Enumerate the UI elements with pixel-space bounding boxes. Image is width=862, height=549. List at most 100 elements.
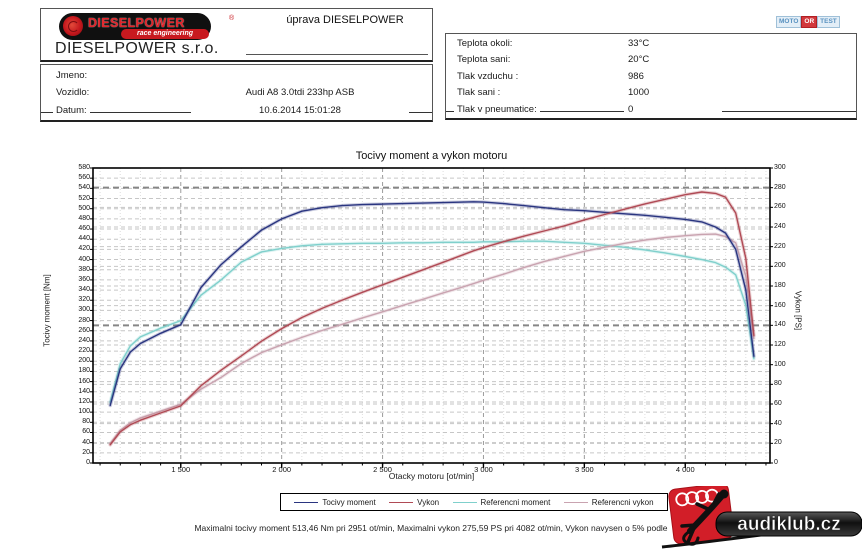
y-right-tick-260: 260: [774, 203, 786, 211]
legend-entry-referencni-vykon: Referencni vykon: [563, 497, 654, 507]
y-left-tick-140: 140: [78, 387, 90, 395]
y-left-tick-400: 400: [78, 255, 90, 263]
y-left-tick-60: 60: [82, 428, 90, 436]
mototest-badge-left: MOTO: [776, 16, 802, 28]
label-vozidlo: Vozidlo:: [53, 87, 93, 98]
row-tlak-sani: Tlak sani : 1000: [446, 87, 856, 100]
chart-legend: Tocivy moment Vykon Referencni moment Re…: [280, 493, 668, 511]
label-datum: Datum:: [53, 105, 90, 116]
legend-label-referencni-vykon: Referencni vykon: [591, 497, 654, 507]
audiklub-banner: [715, 511, 862, 537]
summary-text: Maximalni tocivy moment 513,46 Nm pri 29…: [194, 523, 668, 533]
y-left-tick-240: 240: [78, 336, 90, 344]
y-right-tick-100: 100: [774, 360, 786, 368]
x-tick-3500: 3 500: [574, 465, 594, 474]
y-right-tick-0: 0: [774, 459, 778, 466]
y-right-tick-280: 280: [774, 183, 786, 191]
y-left-tick-200: 200: [78, 357, 90, 365]
row-vozidlo: Vozidlo: Audi A8 3.0tdi 233hp ASB: [41, 87, 432, 100]
audiklub-logo: audiklub.cz: [661, 486, 862, 549]
value-tlak-sani: 1000: [624, 87, 722, 98]
brand-box: DIESELPOWER race engineering ® DIESELPOW…: [40, 8, 433, 62]
y-left-tick-340: 340: [78, 286, 90, 294]
dieselpower-logo: DIESELPOWER race engineering ®: [59, 13, 234, 40]
row-datum: Datum: 10.6.2014 15:01:28: [41, 105, 432, 118]
legend-line-referencni-moment: [452, 501, 477, 503]
y-left-tick-220: 220: [78, 347, 90, 355]
x-axis-label: Otacky motoru [ot/min]: [388, 471, 475, 481]
label-teplota-sani: Teplota sani:: [454, 54, 514, 65]
y-right-tick-240: 240: [774, 223, 786, 230]
label-tlak-vzduchu: Tlak vzduchu :: [454, 71, 522, 82]
legend-line-tocivy-moment: [294, 501, 319, 503]
row-tlak-vzduchu: Tlak vzduchu : 986: [446, 71, 856, 84]
y-left-tick-440: 440: [78, 235, 90, 243]
value-vozidlo: Audi A8 3.0tdi 233hp ASB: [191, 87, 409, 98]
y-left-tick-180: 180: [78, 367, 90, 375]
y-axis-label-left: Tocivy moment [Nm]: [42, 274, 52, 347]
value-teplota-sani: 20°C: [624, 54, 722, 65]
y-left-tick-580: 580: [78, 164, 90, 171]
mototest-badge: MOTO OR TEST: [776, 16, 840, 28]
y-left-tick-540: 540: [78, 184, 90, 192]
y-left-tick-460: 460: [78, 225, 90, 233]
x-tick-2500: 2 500: [373, 465, 392, 474]
legend-label-tocivy-moment: Tocivy moment: [322, 497, 376, 507]
legend-entry-tocivy-moment: Tocivy moment: [294, 497, 376, 507]
chart-title: Tocivy moment a vykon motoru: [355, 150, 508, 162]
value-tlak-vzduchu: 986: [624, 71, 722, 82]
value-teplota-okoli: 33°C: [624, 38, 722, 49]
y-right-tick-200: 200: [774, 262, 786, 270]
label-teplota-okoli: Teplota okoli:: [454, 38, 516, 49]
row-jmeno: Jmeno:: [41, 70, 432, 83]
tuning-note: úprava DIESELPOWER: [286, 14, 404, 26]
y-left-tick-120: 120: [78, 397, 90, 405]
row-teplota-okoli: Teplota okoli: 33°C: [446, 38, 856, 51]
logo-subtitle: race engineering: [121, 29, 209, 39]
y-left-tick-480: 480: [78, 214, 90, 222]
y-left-tick-560: 560: [78, 174, 90, 182]
x-tick-4000: 4 000: [675, 465, 695, 474]
y-left-tick-280: 280: [78, 316, 90, 324]
vehicle-info-box: Jmeno: Vozidlo: Audi A8 3.0tdi 233hp ASB…: [40, 64, 433, 122]
y-left-tick-420: 420: [78, 245, 90, 253]
y-left-tick-80: 80: [82, 418, 90, 426]
y-right-tick-80: 80: [774, 380, 782, 388]
logo-brand-text: DIESELPOWER: [88, 16, 185, 30]
y-right-tick-140: 140: [774, 321, 786, 329]
legend-line-referencni-vykon: [563, 501, 588, 503]
legend-line-vykon: [389, 501, 414, 503]
value-datum: 10.6.2014 15:01:28: [191, 105, 409, 116]
row-teplota-sani: Teplota sani: 20°C: [446, 54, 856, 67]
y-right-tick-20: 20: [774, 439, 782, 447]
row-tlak-pneumatice: Tlak v pneumatice: 0: [446, 104, 856, 117]
x-tick-2000: 2 000: [272, 465, 292, 474]
mototest-badge-right: TEST: [817, 16, 840, 28]
y-left-tick-500: 500: [78, 204, 90, 212]
y-left-tick-300: 300: [78, 306, 90, 314]
legend-label-referencni-moment: Referencni moment: [480, 497, 551, 507]
legend-entry-referencni-moment: Referencni moment: [452, 497, 551, 507]
label-tlak-sani: Tlak sani :: [454, 87, 504, 98]
y-left-tick-380: 380: [78, 265, 90, 273]
dyno-chart-plot: [90, 167, 773, 468]
value-tlak-pneumatice: 0: [624, 104, 722, 115]
audiklub-text: audiklub.cz: [737, 514, 840, 535]
y-right-tick-160: 160: [774, 301, 786, 309]
turbo-swirl-icon: [63, 16, 83, 36]
y-right-tick-180: 180: [774, 282, 786, 289]
x-tick-1500: 1 500: [171, 465, 191, 474]
y-right-tick-120: 120: [774, 341, 786, 348]
y-left-tick-520: 520: [78, 194, 90, 202]
gecko-icon: [680, 489, 729, 546]
y-left-tick-360: 360: [78, 275, 90, 283]
y-right-tick-300: 300: [774, 164, 786, 171]
y-left-tick-0: 0: [86, 459, 90, 466]
label-jmeno: Jmeno:: [53, 70, 91, 81]
label-tlak-pneumatice: Tlak v pneumatice:: [454, 104, 540, 115]
y-left-tick-160: 160: [78, 377, 90, 385]
legend-entry-vykon: Vykon: [389, 498, 439, 507]
y-left-tick-100: 100: [78, 408, 90, 416]
y-left-tick-320: 320: [78, 296, 90, 304]
